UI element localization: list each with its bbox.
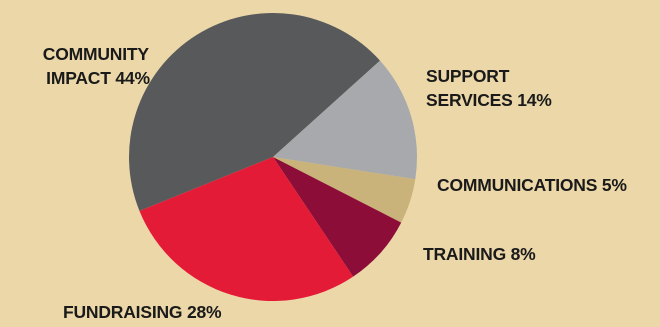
pie-slice-fundraising — [139, 157, 354, 301]
slice-labels: COMMUNITY IMPACT 44% SUPPORT SERVICES 14… — [43, 44, 628, 322]
pie-slice-communications — [273, 157, 416, 223]
slice-label-community-impact: COMMUNITY IMPACT 44% — [43, 44, 153, 88]
slice-label-training: TRAINING 8% — [423, 244, 536, 264]
pie-slice-community-impact — [129, 13, 381, 211]
pie-slices — [129, 13, 417, 301]
slice-label-fundraising: FUNDRAISING 28% — [63, 302, 222, 322]
slice-label-support-services: SUPPORT SERVICES 14% — [426, 66, 552, 110]
pie-slice-support-services — [273, 60, 417, 180]
slice-label-communications: COMMUNICATIONS 5% — [437, 175, 627, 195]
pie-slice-training — [273, 157, 402, 277]
